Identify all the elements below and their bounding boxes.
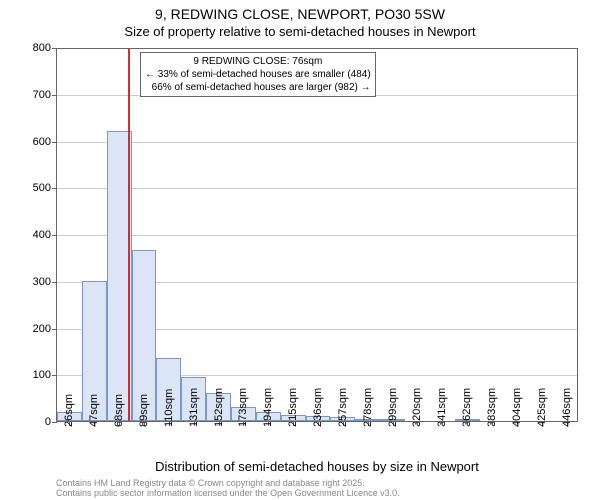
x-tick-label: 173sqm [237,388,249,427]
y-tick-mark [52,48,57,49]
x-tick-label: 278sqm [362,388,374,427]
x-tick-label: 236sqm [312,388,324,427]
x-tick-label: 320sqm [411,388,423,427]
y-tick-label: 300 [33,276,51,288]
x-tick-label: 215sqm [287,388,299,427]
chart-plot-area: 010020030040050060070080026sqm47sqm68sqm… [56,48,578,422]
y-tick-mark [52,329,57,330]
annotation-box: 9 REDWING CLOSE: 76sqm← 33% of semi-deta… [140,52,376,97]
chart-title-2: Size of property relative to semi-detach… [0,24,600,39]
y-tick-mark [52,142,57,143]
x-tick-label: 446sqm [561,388,573,427]
y-tick-label: 200 [33,323,51,335]
gridline [57,142,578,143]
x-tick-label: 47sqm [88,394,100,427]
y-tick-label: 700 [33,89,51,101]
y-tick-label: 600 [33,136,51,148]
y-tick-mark [52,188,57,189]
y-tick-label: 0 [45,416,51,428]
x-tick-label: 341sqm [436,388,448,427]
x-tick-label: 194sqm [262,388,274,427]
footer-copyright-2: Contains public sector information licen… [56,488,400,498]
y-tick-label: 400 [33,229,51,241]
annotation-line: 9 REDWING CLOSE: 76sqm [145,55,371,68]
chart-title-1: 9, REDWING CLOSE, NEWPORT, PO30 5SW [0,6,600,22]
x-tick-label: 68sqm [113,394,125,427]
footer-copyright-1: Contains HM Land Registry data © Crown c… [56,478,365,488]
property-marker-line [128,48,130,421]
y-tick-label: 800 [33,42,51,54]
y-tick-mark [52,375,57,376]
x-tick-label: 152sqm [213,388,225,427]
x-axis-label: Distribution of semi-detached houses by … [56,459,578,474]
x-tick-label: 299sqm [387,388,399,427]
annotation-line: ← 33% of semi-detached houses are smalle… [145,68,371,81]
x-tick-label: 131sqm [188,388,200,427]
y-tick-label: 500 [33,182,51,194]
gridline [57,188,578,189]
x-tick-label: 257sqm [337,388,349,427]
annotation-line: 66% of semi-detached houses are larger (… [145,81,371,94]
y-tick-mark [52,282,57,283]
gridline [57,48,578,49]
x-tick-label: 362sqm [461,388,473,427]
gridline [57,235,578,236]
y-tick-mark [52,95,57,96]
x-tick-label: 425sqm [536,388,548,427]
x-tick-label: 383sqm [486,388,498,427]
x-tick-label: 89sqm [138,394,150,427]
y-tick-label: 100 [33,369,51,381]
y-tick-mark [52,422,57,423]
x-tick-label: 26sqm [63,394,75,427]
x-tick-label: 110sqm [163,389,175,427]
x-tick-label: 404sqm [511,388,523,427]
y-tick-mark [52,235,57,236]
